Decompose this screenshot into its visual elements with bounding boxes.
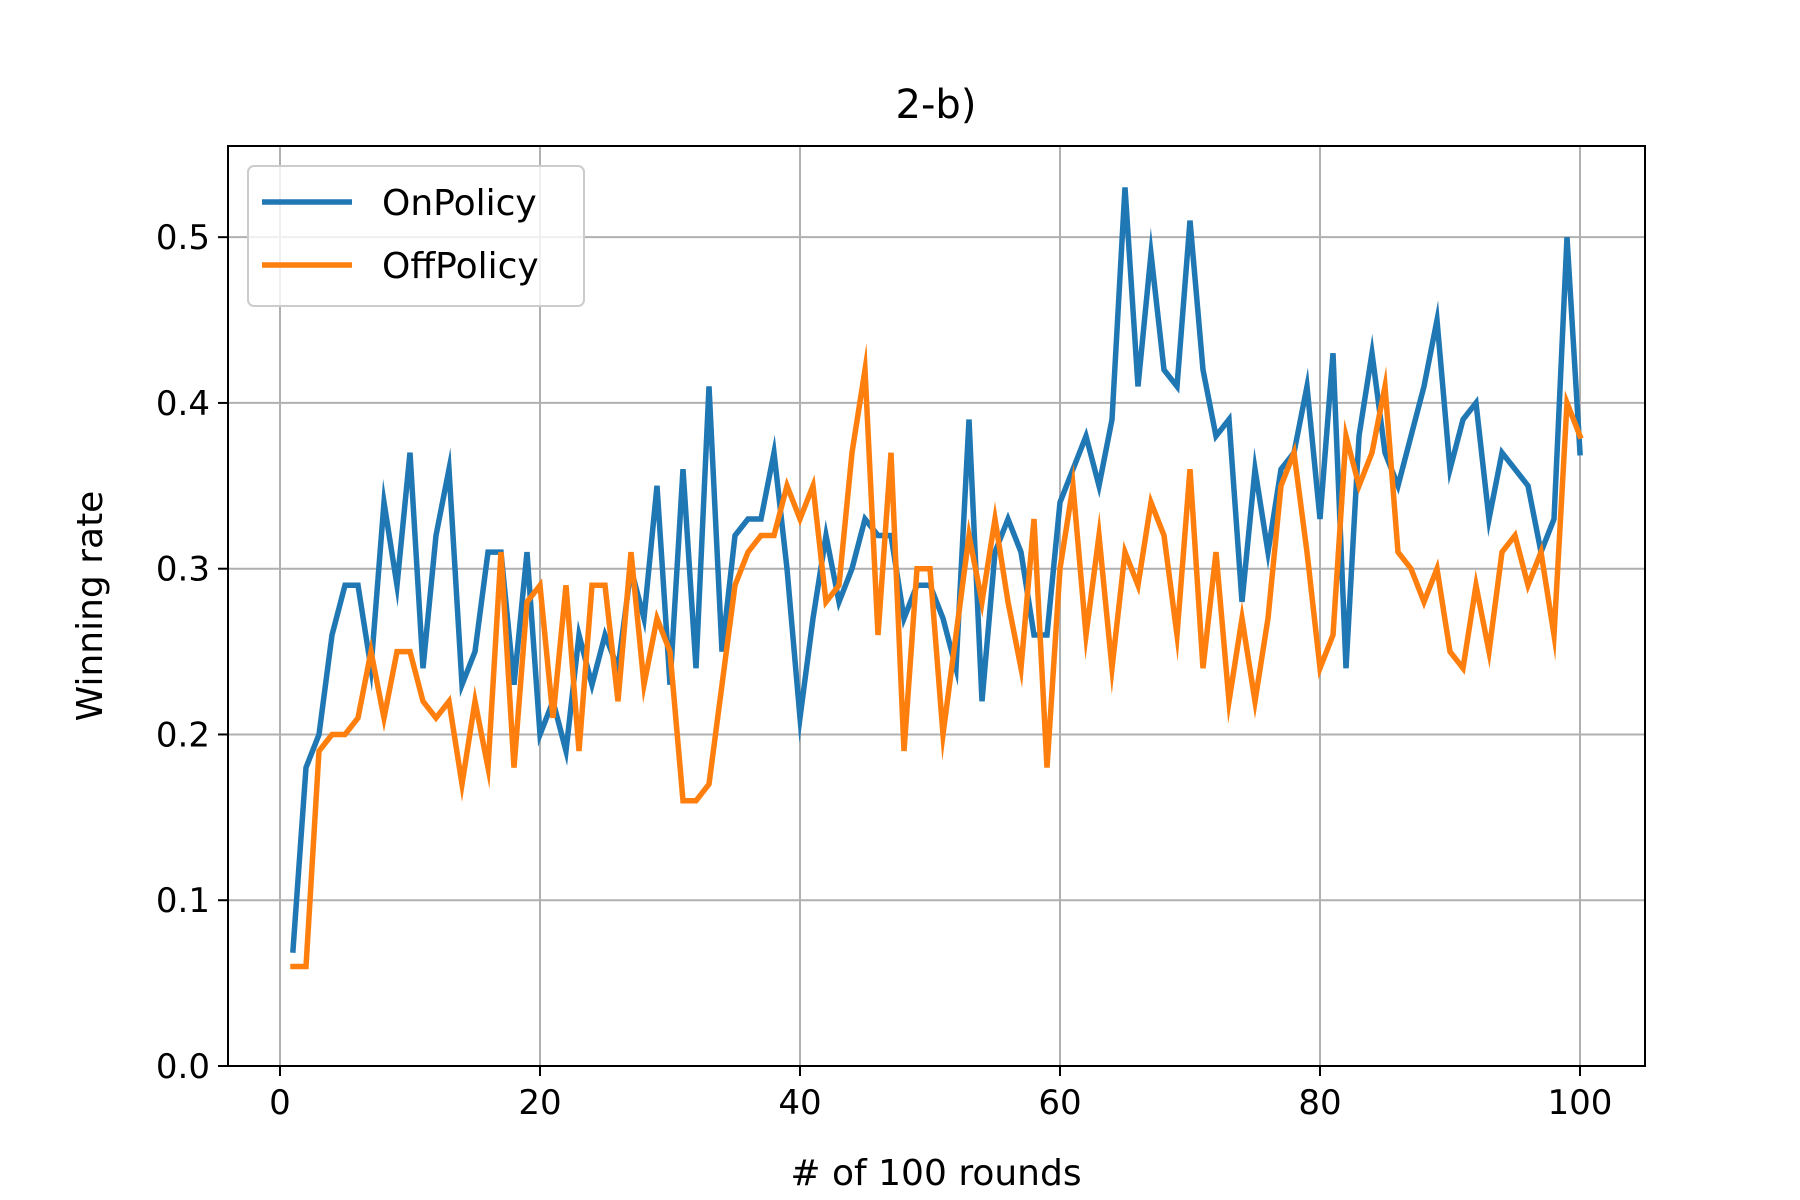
y-tick-label: 0.4 — [156, 384, 210, 424]
x-tick-label: 20 — [518, 1083, 561, 1123]
plot-frame — [227, 145, 1646, 1067]
y-axis-label: Winning rate — [70, 491, 111, 722]
y-tick-label: 0.5 — [156, 218, 210, 258]
y-tick-label: 0.0 — [156, 1047, 210, 1087]
x-tick-label: 100 — [1548, 1083, 1613, 1123]
x-tick-label: 0 — [269, 1083, 291, 1123]
y-axis: 0.0 0.1 0.2 0.3 0.4 0.5 — [156, 218, 228, 1087]
legend-label-onpolicy: OnPolicy — [382, 183, 537, 224]
y-tick-label: 0.1 — [156, 881, 210, 921]
x-tick-label: 80 — [1298, 1083, 1341, 1123]
series-lines — [290, 187, 1584, 970]
series-line-offpolicy — [290, 342, 1584, 970]
chart-title: 2-b) — [896, 82, 977, 128]
x-axis: 0 20 40 60 80 100 — [269, 1066, 1612, 1123]
y-tick-label: 0.3 — [156, 550, 210, 590]
y-tick-label: 0.2 — [156, 715, 210, 755]
legend-label-offpolicy: OffPolicy — [382, 246, 539, 287]
x-axis-label: # of 100 rounds — [790, 1153, 1081, 1194]
legend: OnPolicy OffPolicy — [247, 165, 585, 307]
x-tick-label: 60 — [1038, 1083, 1081, 1123]
x-tick-label: 40 — [778, 1083, 821, 1123]
